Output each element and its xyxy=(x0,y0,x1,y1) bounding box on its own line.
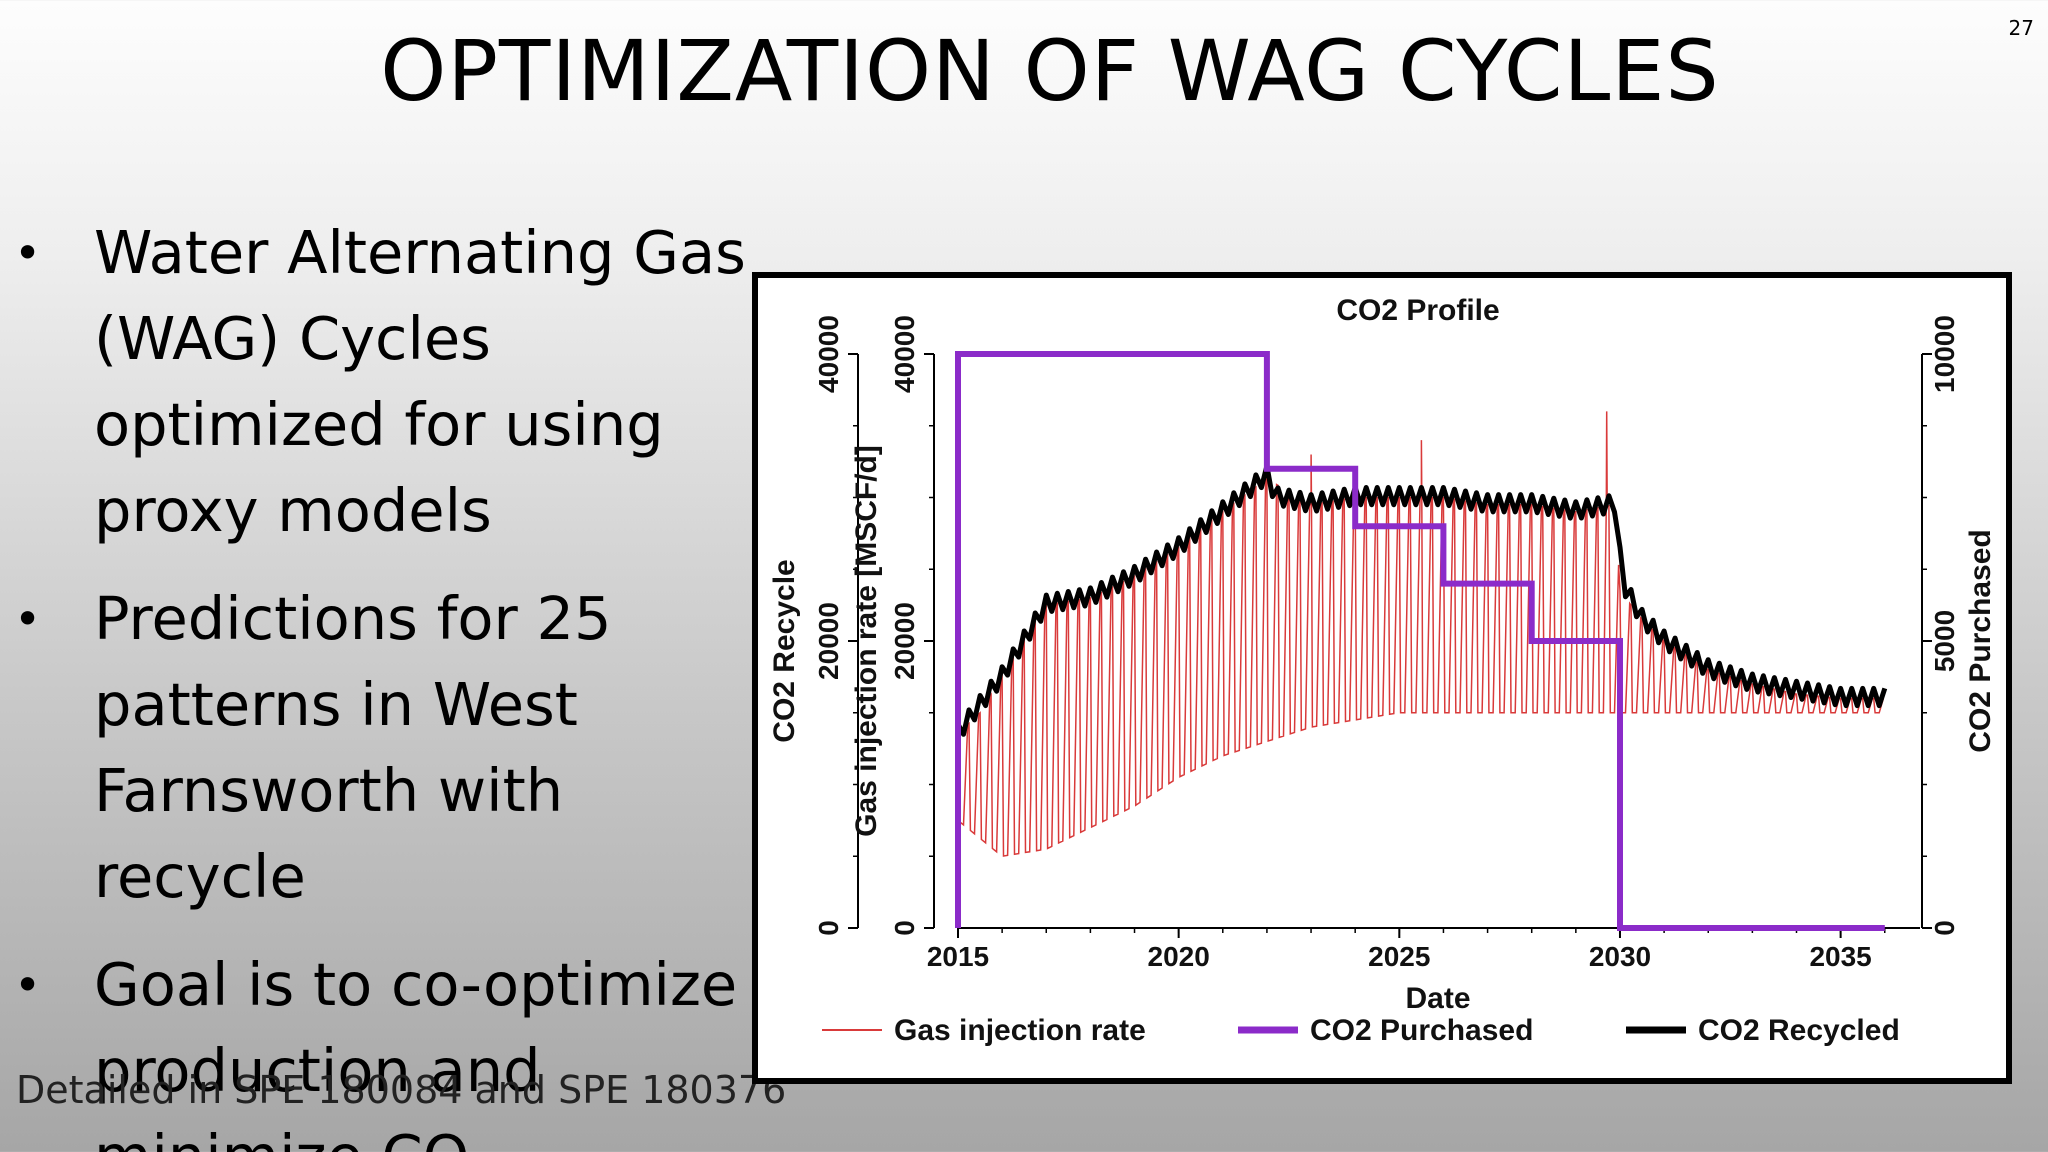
x-tick-label: 2030 xyxy=(1589,941,1651,972)
y-tick-label-purchased: 5000 xyxy=(1929,610,1960,672)
footnote: Detailed in SPE 180084 and SPE 180376 xyxy=(16,1068,787,1112)
x-tick-label: 2035 xyxy=(1809,941,1871,972)
x-axis-label: Date xyxy=(1405,982,1470,1015)
y-tick-label-purchased: 0 xyxy=(1929,920,1960,936)
chart-title: CO2 Profile xyxy=(1336,294,1499,327)
co2-profile-chart: CO2 Profile 0 0 20000 20000 40000 40000 0 5000 10… xyxy=(768,294,1997,1047)
x-tick-label: 2025 xyxy=(1368,941,1430,972)
y-tick-label-gas: 0 xyxy=(889,920,920,936)
series-co2-recycled xyxy=(955,463,1888,737)
y-tick-label-recycle: 0 xyxy=(813,920,844,936)
legend-gas-injection-label: Gas injection rate xyxy=(894,1014,1146,1047)
bullet-item: Goal is to co-optimize production and mi… xyxy=(14,942,754,1152)
y-tick-label-recycle: 40000 xyxy=(813,315,844,393)
bullet-list: Water Alternating Gas (WAG) Cycles optim… xyxy=(14,210,754,1152)
x-tick-label: 2020 xyxy=(1148,941,1210,972)
y-tick-label-gas: 20000 xyxy=(889,602,920,680)
bullet-item: Water Alternating Gas (WAG) Cycles optim… xyxy=(14,210,754,554)
legend-co2-purchased-label: CO2 Purchased xyxy=(1310,1014,1533,1047)
series-gas-injection-rate xyxy=(957,411,1885,857)
bullet-item: Predictions for 25 patterns in West Farn… xyxy=(14,576,754,920)
chart-frame: CO2 Profile 0 0 20000 20000 40000 40000 0 5000 10… xyxy=(752,272,2012,1084)
y-axis-label-purchased: CO2 Purchased xyxy=(1964,529,1997,752)
series-co2-purchased xyxy=(955,351,1885,931)
y-tick-label-recycle: 20000 xyxy=(813,602,844,680)
slide-number: 27 xyxy=(2008,16,2034,40)
y-axis-label-gas: Gas injection rate [MSCF/d] xyxy=(850,445,883,837)
y-tick-label-gas: 40000 xyxy=(889,315,920,393)
y-tick-label-purchased: 10000 xyxy=(1929,315,1960,393)
y-axis-label-recycle: CO2 Recycle xyxy=(768,559,801,742)
slide-title: OPTIMIZATION OF WAG CYCLES xyxy=(380,22,1720,120)
legend-co2-recycled-label: CO2 Recycled xyxy=(1698,1014,1900,1047)
x-tick-label: 2015 xyxy=(927,941,989,972)
